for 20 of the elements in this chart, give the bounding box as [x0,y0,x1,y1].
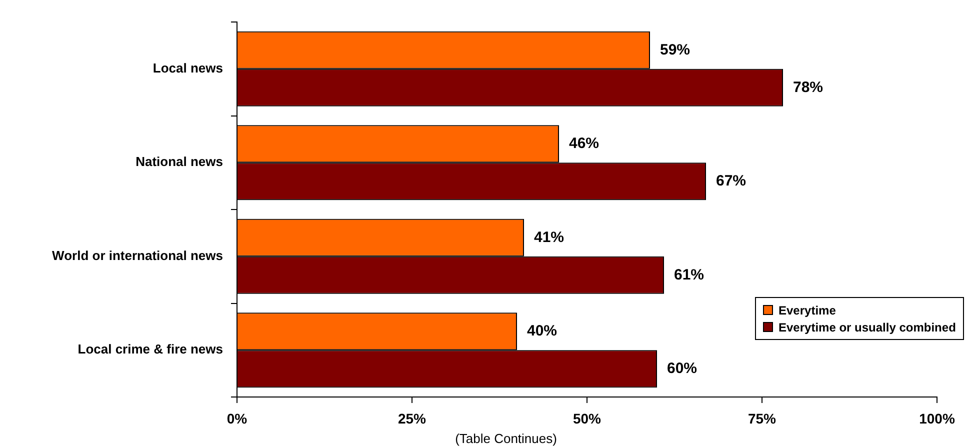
x-tick-label: 0% [226,410,248,426]
data-label: 78% [793,78,824,96]
x-tick-label: 50% [572,410,602,426]
y-tick-label: Local news [152,60,223,76]
y-tick-label: World or international news [52,248,223,263]
legend-label: Everytime [778,303,836,318]
legend-label: Everytime or usually combined [778,320,956,334]
data-label: 59% [660,41,690,58]
y-tick-label: National news [136,154,223,170]
x-tick-label: 100% [919,410,956,426]
data-label: 61% [674,266,704,284]
data-label: 40% [527,322,558,340]
y-tick-label: Local crime & fire news [78,342,223,357]
text: (Table Continues) [455,431,557,446]
data-label: 60% [667,360,698,378]
x-tick-label: 75% [748,410,777,426]
data-label: 67% [716,172,746,190]
data-label: 46% [569,135,600,152]
x-tick-label: 25% [398,410,427,426]
data-label: 41% [534,228,564,246]
